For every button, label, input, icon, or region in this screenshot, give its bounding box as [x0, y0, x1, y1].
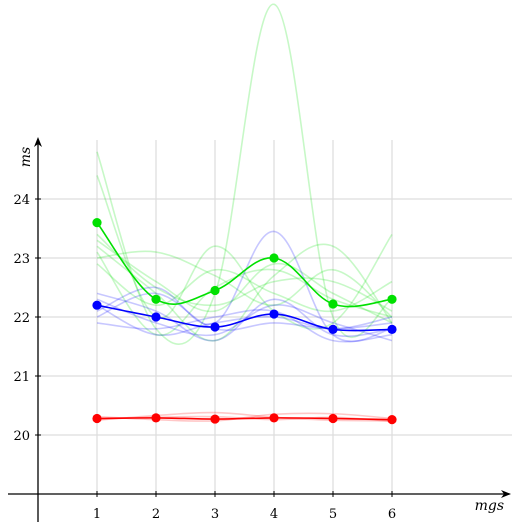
series-2-point-1	[92, 413, 102, 424]
faint-series-line-14	[96, 411, 393, 422]
faint-series-line-1	[96, 243, 393, 342]
series-1-point-6	[387, 324, 397, 334]
series-1-point-1	[92, 300, 102, 310]
main-series-group	[92, 218, 397, 425]
faint-series-line-5	[96, 251, 393, 337]
x-tick-label-6: 6	[388, 507, 396, 522]
faint-series-line-7	[96, 239, 393, 324]
y-tick-label-24: 24	[13, 193, 30, 208]
y-tick-label-22: 22	[13, 311, 30, 326]
y-tick-label-23: 23	[13, 252, 30, 267]
x-tick-label-5: 5	[329, 507, 337, 522]
faint-series-line-2	[96, 250, 393, 318]
series-2-point-2	[151, 413, 161, 423]
series-0-point-5	[328, 299, 338, 309]
series-0-point-1	[92, 218, 102, 228]
faint-series-line-15	[96, 412, 393, 422]
faint-series-group	[96, 3, 393, 423]
x-tick-label-3: 3	[211, 507, 219, 522]
faint-series-line-8	[96, 230, 393, 342]
y-axis-title: ms	[18, 147, 34, 167]
faint-series-line-4	[96, 233, 393, 312]
series-2-point-5	[328, 413, 338, 424]
series-0-point-3	[210, 285, 220, 296]
series-line-1	[96, 304, 393, 332]
series-2-point-3	[210, 414, 220, 424]
faint-series-line-11	[96, 308, 393, 343]
series-1-point-3	[210, 322, 220, 332]
series-0-point-4	[269, 253, 279, 263]
x-axis-title: mgs	[475, 498, 504, 514]
series-line-2	[96, 417, 393, 421]
faint-series-line-3	[96, 175, 393, 330]
y-tick-label-20: 20	[13, 429, 30, 444]
y-tick-label-21: 21	[13, 370, 30, 385]
series-0-point-2	[151, 294, 161, 304]
axes	[8, 137, 511, 522]
x-axis-arrow	[501, 490, 511, 498]
series-1-point-4	[269, 309, 279, 319]
series-1-point-2	[151, 312, 161, 322]
series-2-point-6	[387, 415, 397, 425]
series-1-point-5	[328, 324, 338, 334]
faint-series-line-6	[96, 263, 393, 313]
x-tick-label-2: 2	[152, 507, 160, 522]
y-axis-arrow	[34, 137, 42, 147]
faint-series-line-0	[96, 3, 393, 345]
faint-series-line-9	[96, 298, 393, 342]
series-2-point-4	[269, 413, 279, 423]
series-0-point-6	[387, 294, 397, 304]
x-tick-label-4: 4	[270, 507, 278, 522]
x-tick-label-1: 1	[93, 507, 101, 522]
